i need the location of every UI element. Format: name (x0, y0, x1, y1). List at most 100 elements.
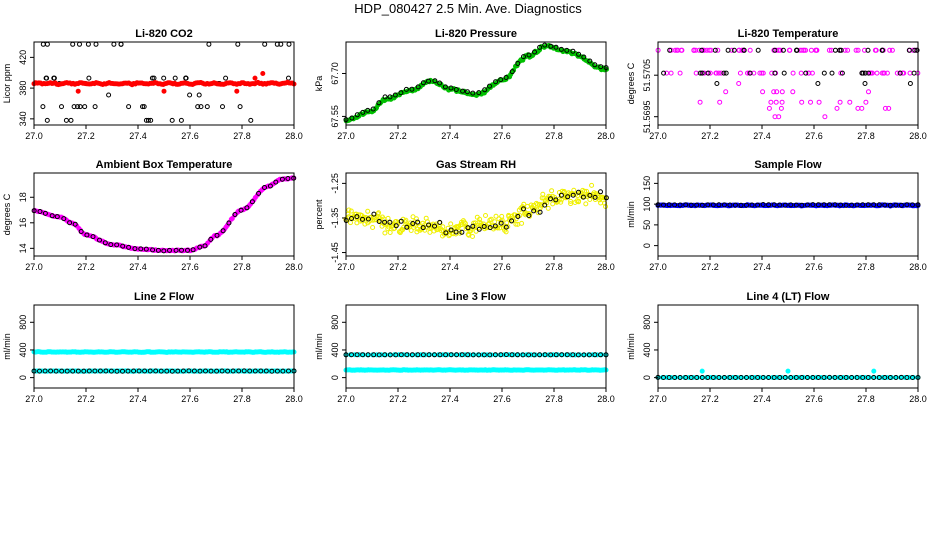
data-point (803, 70, 809, 76)
data-point (736, 81, 742, 86)
data-point (92, 368, 98, 374)
data-point (513, 221, 519, 227)
plot-frame (345, 41, 607, 126)
data-point (705, 202, 711, 208)
y-tick-label: -1.25 (330, 173, 340, 194)
data-point (853, 47, 859, 53)
data-point (82, 104, 88, 110)
data-point (766, 202, 772, 208)
x-tick-label: 27.8 (857, 262, 875, 272)
data-point (382, 230, 388, 236)
data-point (432, 352, 437, 358)
data-point (150, 247, 156, 253)
data-point (273, 179, 279, 185)
data-point (781, 70, 787, 76)
data-point (238, 207, 244, 213)
data-point (580, 194, 586, 200)
data-point (173, 247, 179, 253)
data-point (263, 368, 269, 374)
data-point (747, 47, 753, 53)
data-point (220, 104, 225, 110)
data-point (699, 202, 705, 208)
data-point (426, 78, 431, 84)
data-point (503, 352, 509, 358)
data-point (415, 352, 421, 358)
y-tick-label: 18 (18, 192, 28, 202)
data-point (103, 368, 109, 374)
data-point (737, 70, 743, 76)
data-point (492, 219, 498, 225)
data-point (503, 229, 509, 235)
data-point (570, 352, 576, 358)
data-point (71, 104, 77, 110)
data-point (459, 352, 465, 358)
data-point (470, 352, 476, 358)
data-point (37, 209, 43, 214)
data-point (772, 70, 778, 76)
data-point (827, 202, 832, 208)
data-point (906, 47, 912, 53)
data-point (668, 70, 674, 76)
panel-title: Line 4 (LT) Flow (747, 291, 830, 303)
data-point (487, 83, 492, 89)
data-point (151, 75, 157, 81)
x-tick-label: 27.0 (25, 262, 43, 272)
data-point (558, 192, 564, 198)
data-point (241, 368, 247, 374)
data-point (44, 75, 50, 81)
data-point (822, 114, 828, 120)
data-point (532, 49, 537, 55)
data-point (717, 99, 723, 105)
data-point (400, 227, 406, 233)
panel-6: Sample Flow ml/min 27.0 27.2 27.4 27.6 27.8 28.… (626, 159, 927, 272)
data-point (815, 202, 821, 208)
data-point (598, 189, 603, 195)
data-point (90, 234, 96, 240)
panel-7: Line 2 Flow ml/min 27.0 27.2 27.4 27.6 27.8 28.… (2, 291, 303, 404)
data-point (75, 368, 81, 374)
data-point (666, 375, 672, 380)
x-tick-label: 27.2 (701, 131, 719, 141)
data-point (247, 368, 253, 374)
data-point (727, 202, 733, 208)
data-point (736, 47, 742, 53)
data-point (437, 80, 443, 86)
data-point (808, 99, 813, 105)
data-point (230, 368, 236, 374)
data-point (136, 368, 142, 374)
data-point (576, 189, 581, 195)
data-point (354, 112, 360, 118)
y-tick-label: 150 (642, 176, 652, 191)
data-point (843, 202, 849, 208)
data-point (847, 99, 853, 105)
data-point (674, 47, 680, 53)
data-point (93, 41, 99, 47)
data-point (732, 375, 738, 380)
data-point (860, 202, 866, 208)
plot-frame (345, 172, 607, 257)
data-point (404, 352, 410, 358)
data-point (365, 352, 371, 358)
data-point (799, 375, 805, 380)
data-point (476, 226, 482, 232)
data-point (898, 202, 904, 208)
data-point (664, 70, 670, 76)
data-point (832, 47, 838, 53)
data-point (354, 214, 360, 220)
data-point (448, 221, 454, 227)
data-point (779, 99, 785, 105)
data-point (575, 352, 581, 358)
data-point (894, 70, 900, 76)
data-point (232, 212, 238, 217)
panel-5: Gas Stream RH percent 27.0 27.2 27.4 27.6 27.8… (314, 159, 615, 272)
panel-4: Ambient Box Temperature degrees C 27.0 27.2… (2, 159, 303, 272)
data-point (826, 47, 832, 53)
data-point (398, 352, 404, 358)
data-point (464, 89, 470, 95)
data-point (715, 47, 721, 53)
data-point (44, 117, 50, 123)
x-tick-label: 27.4 (129, 394, 147, 404)
data-point (392, 92, 398, 98)
data-point (893, 375, 899, 380)
data-point (531, 208, 537, 214)
